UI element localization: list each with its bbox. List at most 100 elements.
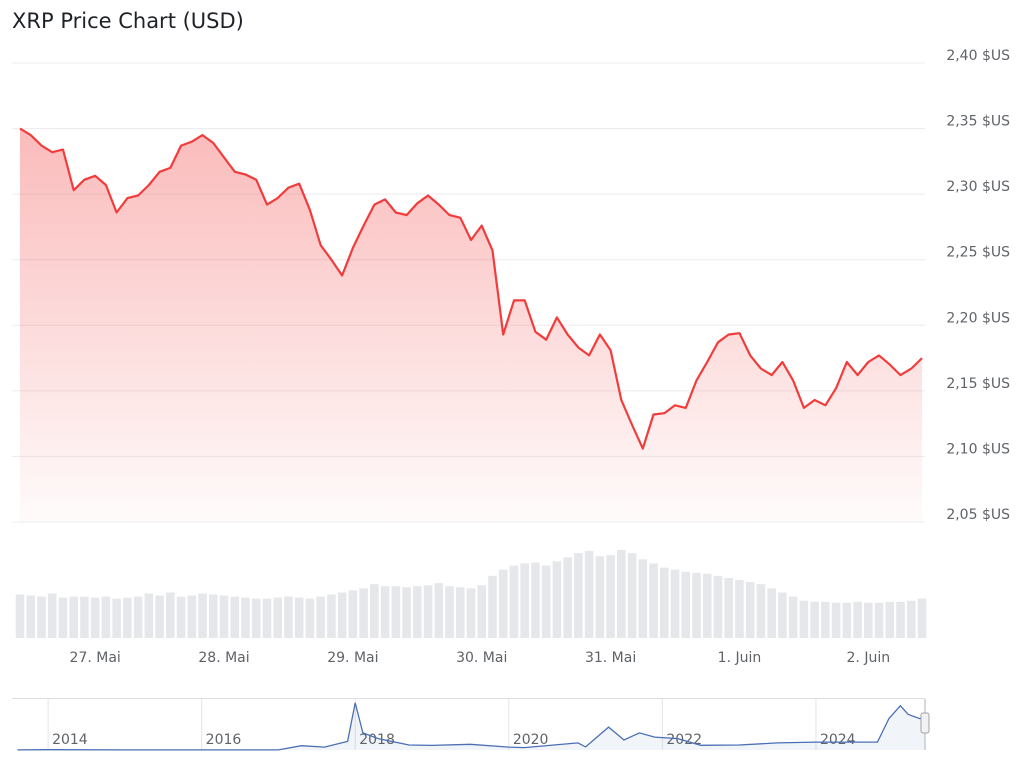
volume-bar xyxy=(348,590,358,638)
volume-bar xyxy=(402,587,411,638)
navigator-tick-label: 2018 xyxy=(359,732,395,748)
chart-title: XRP Price Chart (USD) xyxy=(12,9,244,33)
volume-bar xyxy=(47,593,57,638)
y-tick-label: 2,05 $US xyxy=(946,507,1010,523)
volume-bar xyxy=(80,596,89,638)
volume-bar xyxy=(917,598,927,638)
navigator-line xyxy=(17,702,926,751)
x-tick-label: 28. Mai xyxy=(198,650,249,666)
volume-bar xyxy=(606,555,615,638)
volume-bar xyxy=(702,573,712,638)
volume-bar xyxy=(477,585,487,638)
volume-bar xyxy=(799,600,809,638)
volume-bar xyxy=(810,601,819,638)
x-tick-label: 27. Mai xyxy=(70,650,121,666)
y-tick-label: 2,40 $US xyxy=(946,48,1010,64)
volume-bar xyxy=(627,553,637,638)
volume-bar xyxy=(327,594,336,638)
volume-bar xyxy=(176,596,186,638)
volume-bar xyxy=(391,586,401,638)
volume-bar xyxy=(37,596,46,638)
volume-bar xyxy=(745,582,755,638)
volume-bar xyxy=(359,588,368,638)
volume-bar xyxy=(520,563,529,638)
volume-bar xyxy=(735,580,744,638)
volume-bar xyxy=(208,594,218,638)
volume-bar xyxy=(864,602,873,638)
volume-bar xyxy=(724,577,734,638)
volume-bar xyxy=(681,571,691,638)
volume-bar xyxy=(638,559,648,638)
volume-bar xyxy=(241,597,250,638)
volume-bar xyxy=(767,588,776,638)
volume-bar xyxy=(133,596,143,638)
volume-bar xyxy=(788,596,798,638)
volume-bar xyxy=(370,584,379,638)
volume-bar xyxy=(821,601,830,638)
y-tick-label: 2,10 $US xyxy=(946,441,1010,457)
navigator-tick-label: 2014 xyxy=(52,732,88,748)
navigator-handle xyxy=(920,712,930,734)
volume-bar xyxy=(692,572,701,638)
volume-bar xyxy=(198,593,207,638)
volume-bar xyxy=(155,595,164,638)
volume-bar xyxy=(58,597,68,638)
volume-bar xyxy=(445,586,454,638)
x-tick-label: 2. Juin xyxy=(847,650,891,666)
volume-bar xyxy=(649,563,658,638)
volume-bar xyxy=(187,595,197,638)
volume-bar xyxy=(906,600,916,638)
volume-bar xyxy=(251,598,261,638)
volume-bar xyxy=(337,592,347,638)
volume-bar xyxy=(26,595,36,638)
volume-bar xyxy=(273,597,283,638)
volume-bar xyxy=(230,596,240,638)
volume-bar xyxy=(284,596,293,638)
volume-bar xyxy=(488,575,497,638)
volume-bar xyxy=(531,562,540,638)
volume-bar xyxy=(617,550,626,638)
volume-bar xyxy=(509,565,519,638)
x-tick-label: 1. Juin xyxy=(718,650,762,666)
x-tick-label: 31. Mai xyxy=(585,650,636,666)
volume-bar xyxy=(413,586,422,638)
x-tick-label: 29. Mai xyxy=(327,650,378,666)
volume-bar xyxy=(874,602,884,638)
volume-bar xyxy=(380,586,390,638)
volume-bar xyxy=(842,602,852,638)
y-tick-label: 2,35 $US xyxy=(946,114,1010,130)
navigator-tick-label: 2020 xyxy=(513,732,549,748)
volume-bar xyxy=(563,557,572,638)
volume-bar xyxy=(262,598,272,638)
volume-bar xyxy=(112,598,121,638)
volume-bar xyxy=(896,601,905,638)
volume-bar xyxy=(466,588,476,638)
volume-bar xyxy=(853,601,862,638)
navigator-tick-label: 2024 xyxy=(820,732,856,748)
volume-bar xyxy=(305,598,315,638)
volume-bar xyxy=(756,584,766,638)
volume-bar xyxy=(123,597,132,638)
volume-bar xyxy=(144,593,154,638)
volume-bar xyxy=(885,601,895,638)
volume-bar xyxy=(294,597,304,638)
y-tick-label: 2,25 $US xyxy=(946,245,1010,261)
navigator-tick-label: 2016 xyxy=(206,732,242,748)
volume-bar xyxy=(659,567,669,638)
navigator-area xyxy=(17,702,925,750)
volume-bar xyxy=(713,575,723,638)
volume-bar xyxy=(15,594,25,638)
volume-bar xyxy=(101,596,111,638)
y-tick-label: 2,30 $US xyxy=(946,179,1010,195)
y-tick-label: 2,20 $US xyxy=(946,310,1010,326)
volume-bar xyxy=(498,569,508,638)
volume-bar xyxy=(90,597,100,638)
price-area xyxy=(20,128,922,522)
volume-bar xyxy=(219,595,229,638)
x-tick-label: 30. Mai xyxy=(456,650,507,666)
volume-bar xyxy=(455,587,465,638)
volume-bar xyxy=(831,602,841,638)
volume-bar xyxy=(434,583,444,638)
